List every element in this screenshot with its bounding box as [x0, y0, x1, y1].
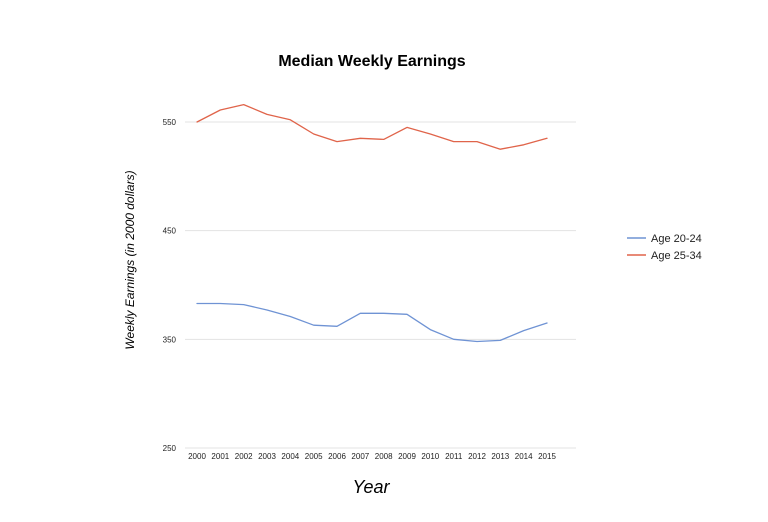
- chart-title: Median Weekly Earnings: [278, 53, 465, 70]
- x-tick-label: 2008: [375, 452, 393, 461]
- legend-label: Age 20-24: [651, 233, 702, 245]
- y-tick-label: 550: [163, 118, 177, 127]
- y-tick-label: 350: [163, 335, 177, 344]
- y-tick-label: 450: [163, 227, 177, 236]
- x-tick-label: 2014: [515, 452, 533, 461]
- x-tick-label: 2000: [188, 452, 206, 461]
- x-tick-label: 2012: [468, 452, 486, 461]
- x-tick-label: 2010: [421, 452, 439, 461]
- x-tick-label: 2002: [235, 452, 253, 461]
- y-tick-label: 250: [163, 444, 177, 453]
- y-axis-ticks: 250 350 450 550: [163, 118, 177, 453]
- x-tick-label: 2004: [281, 452, 299, 461]
- x-axis-label: Year: [352, 477, 390, 497]
- x-tick-label: 2007: [351, 452, 369, 461]
- legend-label: Age 25-34: [651, 250, 702, 262]
- legend: Age 20-24 Age 25-34: [627, 233, 702, 262]
- x-tick-label: 2001: [211, 452, 229, 461]
- x-tick-label: 2006: [328, 452, 346, 461]
- grid: [185, 121, 576, 449]
- x-axis-ticks: 2000 2001 2002 2003 2004 2005 2006 2007 2008 2009…: [188, 452, 556, 461]
- x-tick-label: 2015: [538, 452, 556, 461]
- x-tick-label: 2011: [445, 452, 463, 461]
- x-tick-label: 2003: [258, 452, 276, 461]
- x-tick-label: 2013: [491, 452, 509, 461]
- y-axis-label: Weekly Earnings (in 2000 dollars): [123, 170, 137, 349]
- series-lines: [196, 103, 548, 343]
- series-line-2: [196, 103, 548, 150]
- x-tick-label: 2005: [305, 452, 323, 461]
- x-tick-label: 2009: [398, 452, 416, 461]
- series-line-1: [196, 302, 548, 343]
